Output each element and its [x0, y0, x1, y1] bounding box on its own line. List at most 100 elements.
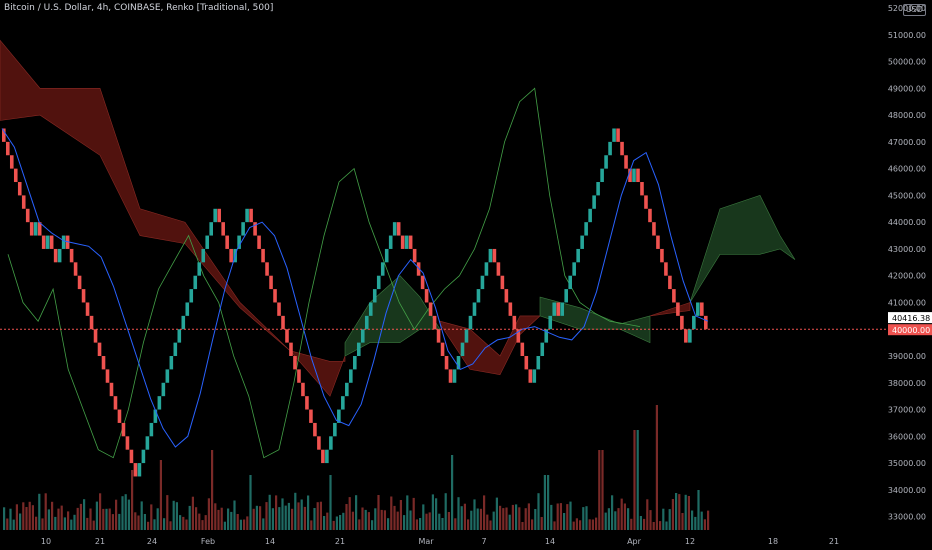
volume-bar — [467, 519, 470, 530]
last-price-label: 40416.38 — [892, 314, 930, 323]
volume-bar — [355, 495, 358, 530]
renko-brick — [560, 302, 565, 316]
volume-bar — [12, 519, 15, 530]
renko-brick — [392, 222, 397, 236]
renko-brick — [329, 436, 333, 450]
renko-brick — [648, 208, 652, 223]
renko-brick — [53, 248, 58, 263]
renko-brick — [301, 382, 305, 397]
renko-brick — [325, 449, 329, 464]
volume-bar — [51, 501, 54, 530]
volume-bar — [403, 515, 406, 530]
renko-brick — [109, 382, 114, 397]
last-price-bg — [888, 312, 932, 324]
volume-bar — [649, 510, 652, 530]
currency-tag[interactable]: USD — [902, 4, 926, 16]
renko-brick — [652, 222, 656, 236]
volume-bar — [358, 519, 361, 530]
renko-brick — [384, 248, 389, 263]
volume-bar — [479, 508, 482, 530]
renko-brick — [2, 128, 6, 142]
volume-bar — [415, 519, 418, 530]
renko-brick — [452, 369, 457, 383]
renko-brick — [125, 436, 130, 450]
volume-layer — [3, 405, 710, 530]
renko-brick — [101, 356, 106, 370]
renko-brick — [664, 262, 668, 276]
volume-bar — [409, 510, 412, 530]
renko-brick — [632, 168, 636, 183]
volume-bar — [243, 519, 246, 530]
x-axis: 10 21 24 Feb 14 21 Mar 7 14 Apr 12 18 21 — [41, 537, 839, 546]
renko-brick — [165, 369, 170, 383]
volume-bar — [319, 501, 322, 530]
volume-bar — [236, 514, 239, 530]
volume-bar — [198, 513, 201, 530]
moving-average-layer — [1, 128, 709, 448]
volume-bar — [214, 503, 217, 530]
volume-bar — [630, 518, 633, 530]
volume-bar — [121, 496, 124, 530]
volume-bar — [486, 514, 489, 530]
volume-bar — [307, 495, 310, 530]
renko-brick — [317, 436, 321, 450]
volume-bar — [489, 520, 492, 530]
volume-bar — [588, 519, 591, 530]
volume-bar — [406, 495, 409, 530]
last-price-label-group: 40416.38 — [888, 312, 932, 324]
volume-bar — [191, 496, 194, 530]
volume-bar — [147, 521, 150, 530]
volume-bar — [671, 499, 674, 530]
renko-brick — [89, 315, 94, 330]
renko-brick — [193, 275, 198, 290]
renko-brick — [600, 168, 604, 183]
x-tick-label: Mar — [418, 537, 434, 546]
volume-bar — [332, 520, 335, 530]
renko-brick — [556, 302, 561, 316]
renko-brick — [197, 262, 202, 276]
y-axis: 33000.00 34000.00 35000.00 36000.00 37000.00… — [888, 4, 926, 522]
x-tick-label: 14 — [545, 537, 555, 546]
renko-brick — [105, 369, 110, 383]
volume-bar — [537, 493, 540, 530]
renko-brick — [440, 342, 445, 357]
renko-brick — [568, 275, 572, 290]
y-tick-label: 38000.00 — [888, 379, 926, 388]
renko-brick — [636, 168, 640, 183]
y-tick-label: 34000.00 — [888, 486, 926, 495]
volume-bar — [15, 504, 18, 530]
y-tick-label: 50000.00 — [888, 58, 926, 67]
volume-bar — [156, 508, 159, 530]
volume-bar — [342, 512, 345, 530]
volume-bar — [92, 520, 95, 530]
renko-brick — [201, 248, 206, 263]
renko-brick — [668, 275, 672, 290]
renko-brick — [5, 141, 10, 156]
volume-bar — [364, 509, 367, 530]
renko-brick — [41, 235, 46, 249]
volume-bar — [527, 503, 530, 530]
renko-brick — [608, 141, 612, 156]
volume-bar — [140, 501, 143, 530]
renko-brick — [412, 248, 417, 263]
y-tick-label: 51000.00 — [888, 31, 926, 40]
renko-brick — [253, 222, 257, 236]
volume-bar — [425, 513, 428, 530]
renko-brick — [349, 369, 353, 383]
renko-brick — [656, 235, 660, 249]
renko-brick — [45, 235, 50, 249]
volume-bar — [668, 509, 671, 530]
volume-bar — [636, 430, 639, 530]
volume-bar — [595, 517, 598, 530]
renko-brick — [564, 289, 568, 303]
renko-brick — [372, 289, 377, 303]
y-tick-label: 37000.00 — [888, 406, 926, 415]
volume-bar — [31, 505, 34, 530]
renko-brick — [217, 208, 221, 223]
volume-bar — [611, 495, 614, 530]
y-tick-label: 46000.00 — [888, 165, 926, 174]
volume-bar — [316, 502, 319, 530]
volume-bar — [377, 495, 380, 530]
renko-brick — [416, 262, 421, 276]
